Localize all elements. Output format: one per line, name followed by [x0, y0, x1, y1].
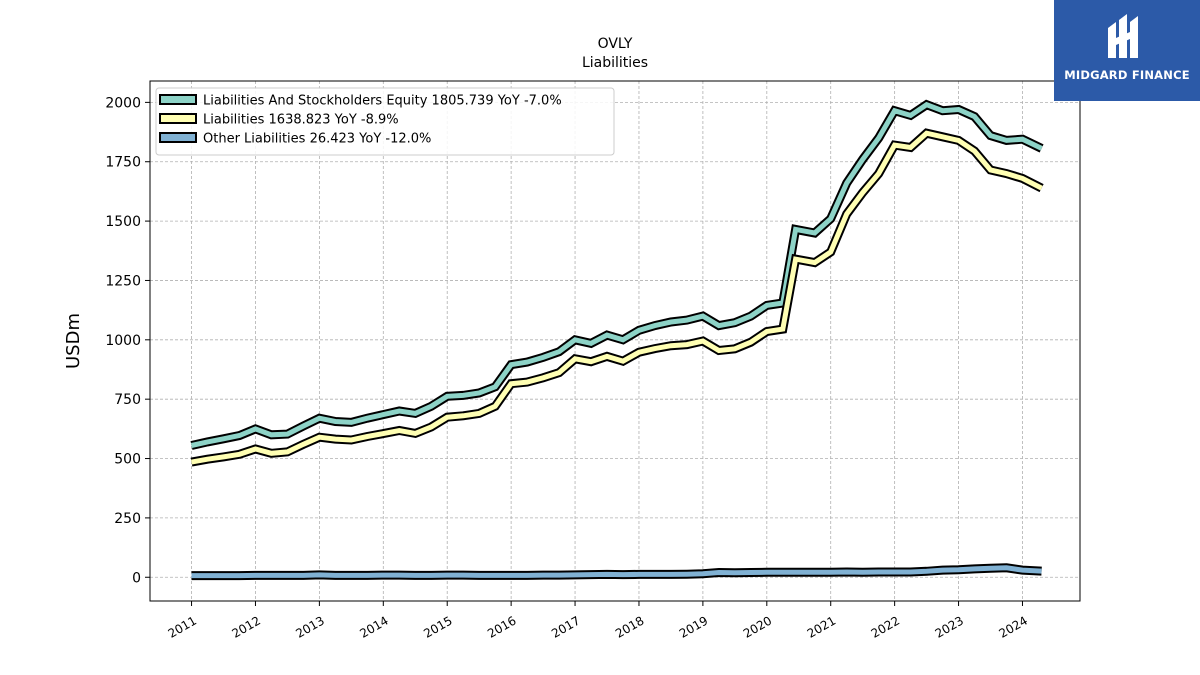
- plot-frame: [149, 80, 1081, 602]
- x-tick-label: 2018: [613, 613, 646, 640]
- x-tick-label: 2020: [741, 613, 774, 640]
- x-axis: 2011 2012 2013 2014 2015 2016 2017 2018 2019 2020…: [166, 601, 1030, 641]
- legend-swatch: [159, 94, 197, 105]
- legend-label: Liabilities 1638.823 YoY -8.9%: [203, 113, 399, 128]
- x-tick-label: 2022: [869, 613, 902, 640]
- x-tick-label: 2023: [933, 613, 966, 640]
- legend-swatch: [159, 113, 197, 124]
- y-tick-label: 750: [114, 392, 141, 408]
- legend: Liabilities And Stockholders Equity 1805…: [155, 87, 615, 156]
- y-tick-label: 500: [114, 452, 141, 468]
- y-tick-label: 0: [132, 570, 141, 586]
- midgard-logo-icon: [1108, 14, 1138, 58]
- legend-box: [155, 87, 615, 156]
- legend-label: Liabilities And Stockholders Equity 1805…: [203, 94, 562, 109]
- x-tick-label: 2015: [421, 613, 454, 640]
- y-tick-label: 1000: [105, 333, 141, 349]
- y-axis: 0 250 500 750 1000 1250 1500 1750 2000: [105, 95, 150, 586]
- x-tick-label: 2012: [230, 613, 263, 640]
- chart-subtitle: Liabilities: [582, 55, 648, 71]
- y-tick-label: 2000: [105, 95, 141, 111]
- y-axis-label: USDm: [63, 313, 84, 369]
- y-tick-label: 250: [114, 511, 141, 527]
- x-tick-label: 2017: [549, 613, 582, 640]
- series-outline: [190, 99, 1044, 450]
- series-line: [190, 101, 1043, 448]
- x-tick-label: 2013: [293, 613, 326, 640]
- legend-swatch: [159, 132, 197, 143]
- x-tick-label: 2011: [166, 613, 199, 640]
- y-tick-label: 1500: [105, 214, 141, 230]
- x-tick-label: 2019: [677, 613, 710, 640]
- series-line: [191, 565, 1042, 579]
- series-1: [190, 128, 1044, 467]
- series-2: [191, 563, 1042, 581]
- series-line: [191, 130, 1043, 465]
- x-tick-label: 2016: [485, 613, 518, 640]
- chart-title: OVLY: [598, 36, 633, 52]
- brand-name: MIDGARD FINANCE: [1064, 68, 1190, 82]
- midgard-finance-logo: MIDGARD FINANCE: [1054, 0, 1200, 101]
- y-tick-label: 1750: [105, 155, 141, 171]
- y-tick-label: 1250: [105, 273, 141, 289]
- x-tick-label: 2024: [997, 613, 1030, 640]
- series-lines: [190, 99, 1044, 581]
- series-0: [190, 99, 1044, 450]
- legend-label: Other Liabilities 26.423 YoY -12.0%: [203, 132, 431, 147]
- x-tick-label: 2021: [805, 613, 838, 640]
- x-tick-label: 2014: [357, 613, 390, 640]
